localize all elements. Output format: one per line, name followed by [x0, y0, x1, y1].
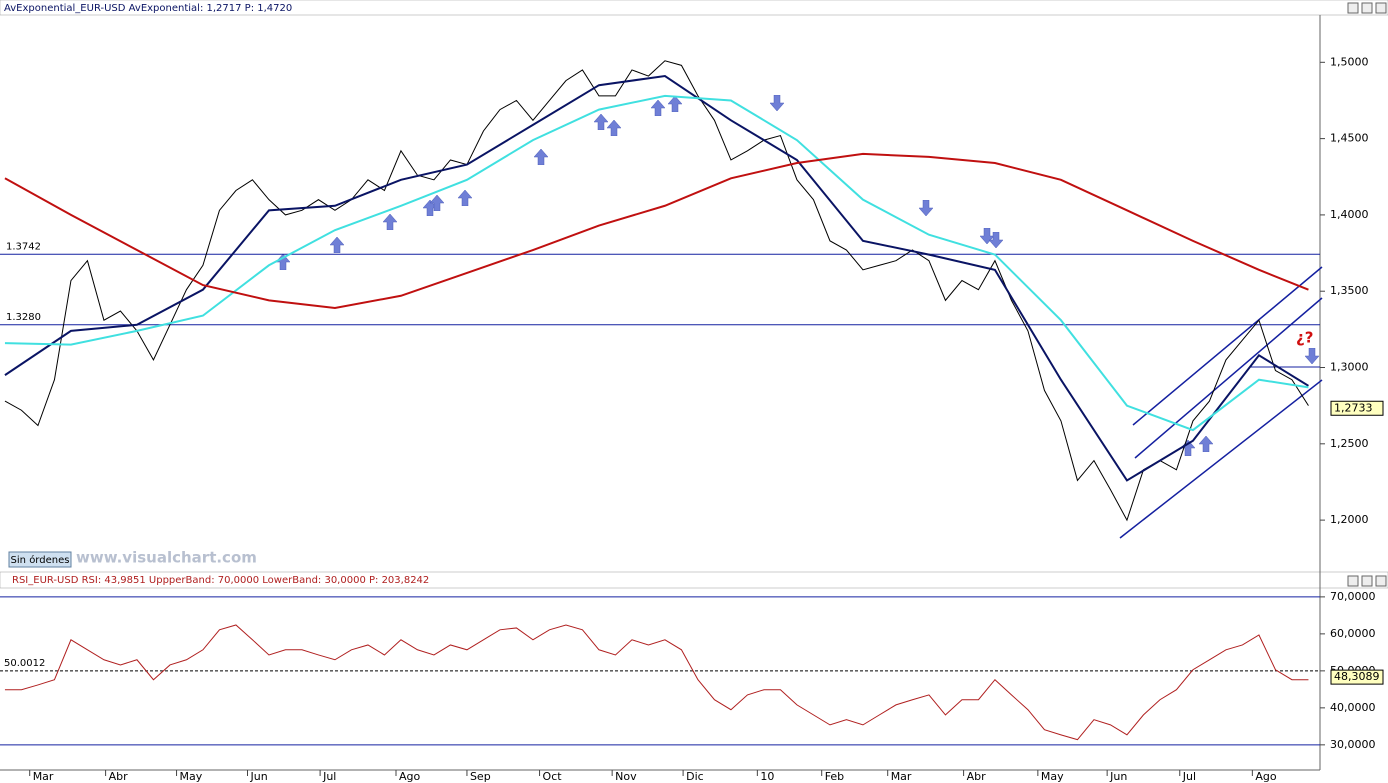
x-tick-label: Ago — [1255, 770, 1277, 783]
y-tick-label: 60,0000 — [1330, 627, 1376, 640]
x-tick-label: Oct — [543, 770, 563, 783]
x-tick-label: Jul — [1182, 770, 1196, 783]
last-value-box — [1330, 669, 1384, 685]
y-tick-label: 70,0000 — [1330, 590, 1376, 603]
orders-button[interactable] — [8, 551, 72, 568]
channel-line — [1119, 379, 1323, 539]
x-tick-label: Abr — [967, 770, 987, 783]
series-line — [4, 94, 1309, 432]
y-tick-label: 1,2000 — [1330, 513, 1369, 526]
window-buttons — [1347, 2, 1387, 587]
mid-label: 50.0012 — [4, 658, 45, 669]
x-tick-label: Feb — [825, 770, 844, 783]
orders-button-label: Sin órdenes — [11, 554, 70, 566]
watermark: www.visualchart.com — [76, 549, 257, 567]
x-tick-label: Mar — [33, 770, 54, 783]
channel-line — [1132, 266, 1323, 426]
y-tick-label: 1,4500 — [1330, 132, 1369, 145]
close-button[interactable] — [1375, 2, 1387, 14]
y-tick-label: 40,0000 — [1330, 701, 1376, 714]
minimize-button[interactable] — [1347, 575, 1359, 587]
y-tick-label: 1,5000 — [1330, 55, 1369, 68]
annotation: ¿? — [1296, 329, 1313, 347]
maximize-button[interactable] — [1361, 2, 1373, 14]
x-tick-label: Abr — [109, 770, 129, 783]
last-value-box — [1330, 400, 1384, 416]
x-tick-label: May — [1041, 770, 1064, 783]
x-tick-label: 10 — [760, 770, 774, 783]
x-tick-label: Sep — [470, 770, 491, 783]
series-line — [4, 624, 1309, 741]
x-tick-label: Jun — [250, 770, 268, 783]
last-value-label: 1,2733 — [1334, 401, 1373, 414]
x-tick-label: May — [180, 770, 203, 783]
x-tick-label: Mar — [891, 770, 912, 783]
series-line — [4, 74, 1309, 482]
rsi-title: RSI_EUR-USD RSI: 43,9851 UppperBand: 70,… — [12, 575, 429, 586]
x-tick-label: Jul — [322, 770, 336, 783]
price-title: AvExponential_EUR-USD AvExponential: 1,2… — [4, 3, 292, 14]
maximize-button[interactable] — [1361, 575, 1373, 587]
y-tick-label: 30,0000 — [1330, 738, 1376, 751]
y-tick-label: 1,3000 — [1330, 361, 1369, 374]
y-tick-label: 1,4000 — [1330, 208, 1369, 221]
y-tick-label: 1,2500 — [1330, 437, 1369, 450]
x-tick-label: Jun — [1109, 770, 1127, 783]
minimize-button[interactable] — [1347, 2, 1359, 14]
close-button[interactable] — [1375, 575, 1387, 587]
last-value-label: 48,3089 — [1334, 670, 1380, 683]
level-label: 1.3280 — [6, 312, 41, 323]
rsi-header — [0, 571, 1388, 589]
level-label: 1.3742 — [6, 241, 41, 252]
x-tick-label: Dic — [686, 770, 704, 783]
price-header — [0, 0, 1388, 16]
series-line — [4, 60, 1309, 522]
x-tick-label: Nov — [615, 770, 637, 783]
x-tick-label: Ago — [399, 770, 421, 783]
y-tick-label: 1,3500 — [1330, 284, 1369, 297]
series-line — [4, 152, 1309, 310]
